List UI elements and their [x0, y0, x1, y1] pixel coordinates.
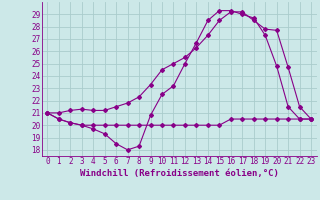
- X-axis label: Windchill (Refroidissement éolien,°C): Windchill (Refroidissement éolien,°C): [80, 169, 279, 178]
